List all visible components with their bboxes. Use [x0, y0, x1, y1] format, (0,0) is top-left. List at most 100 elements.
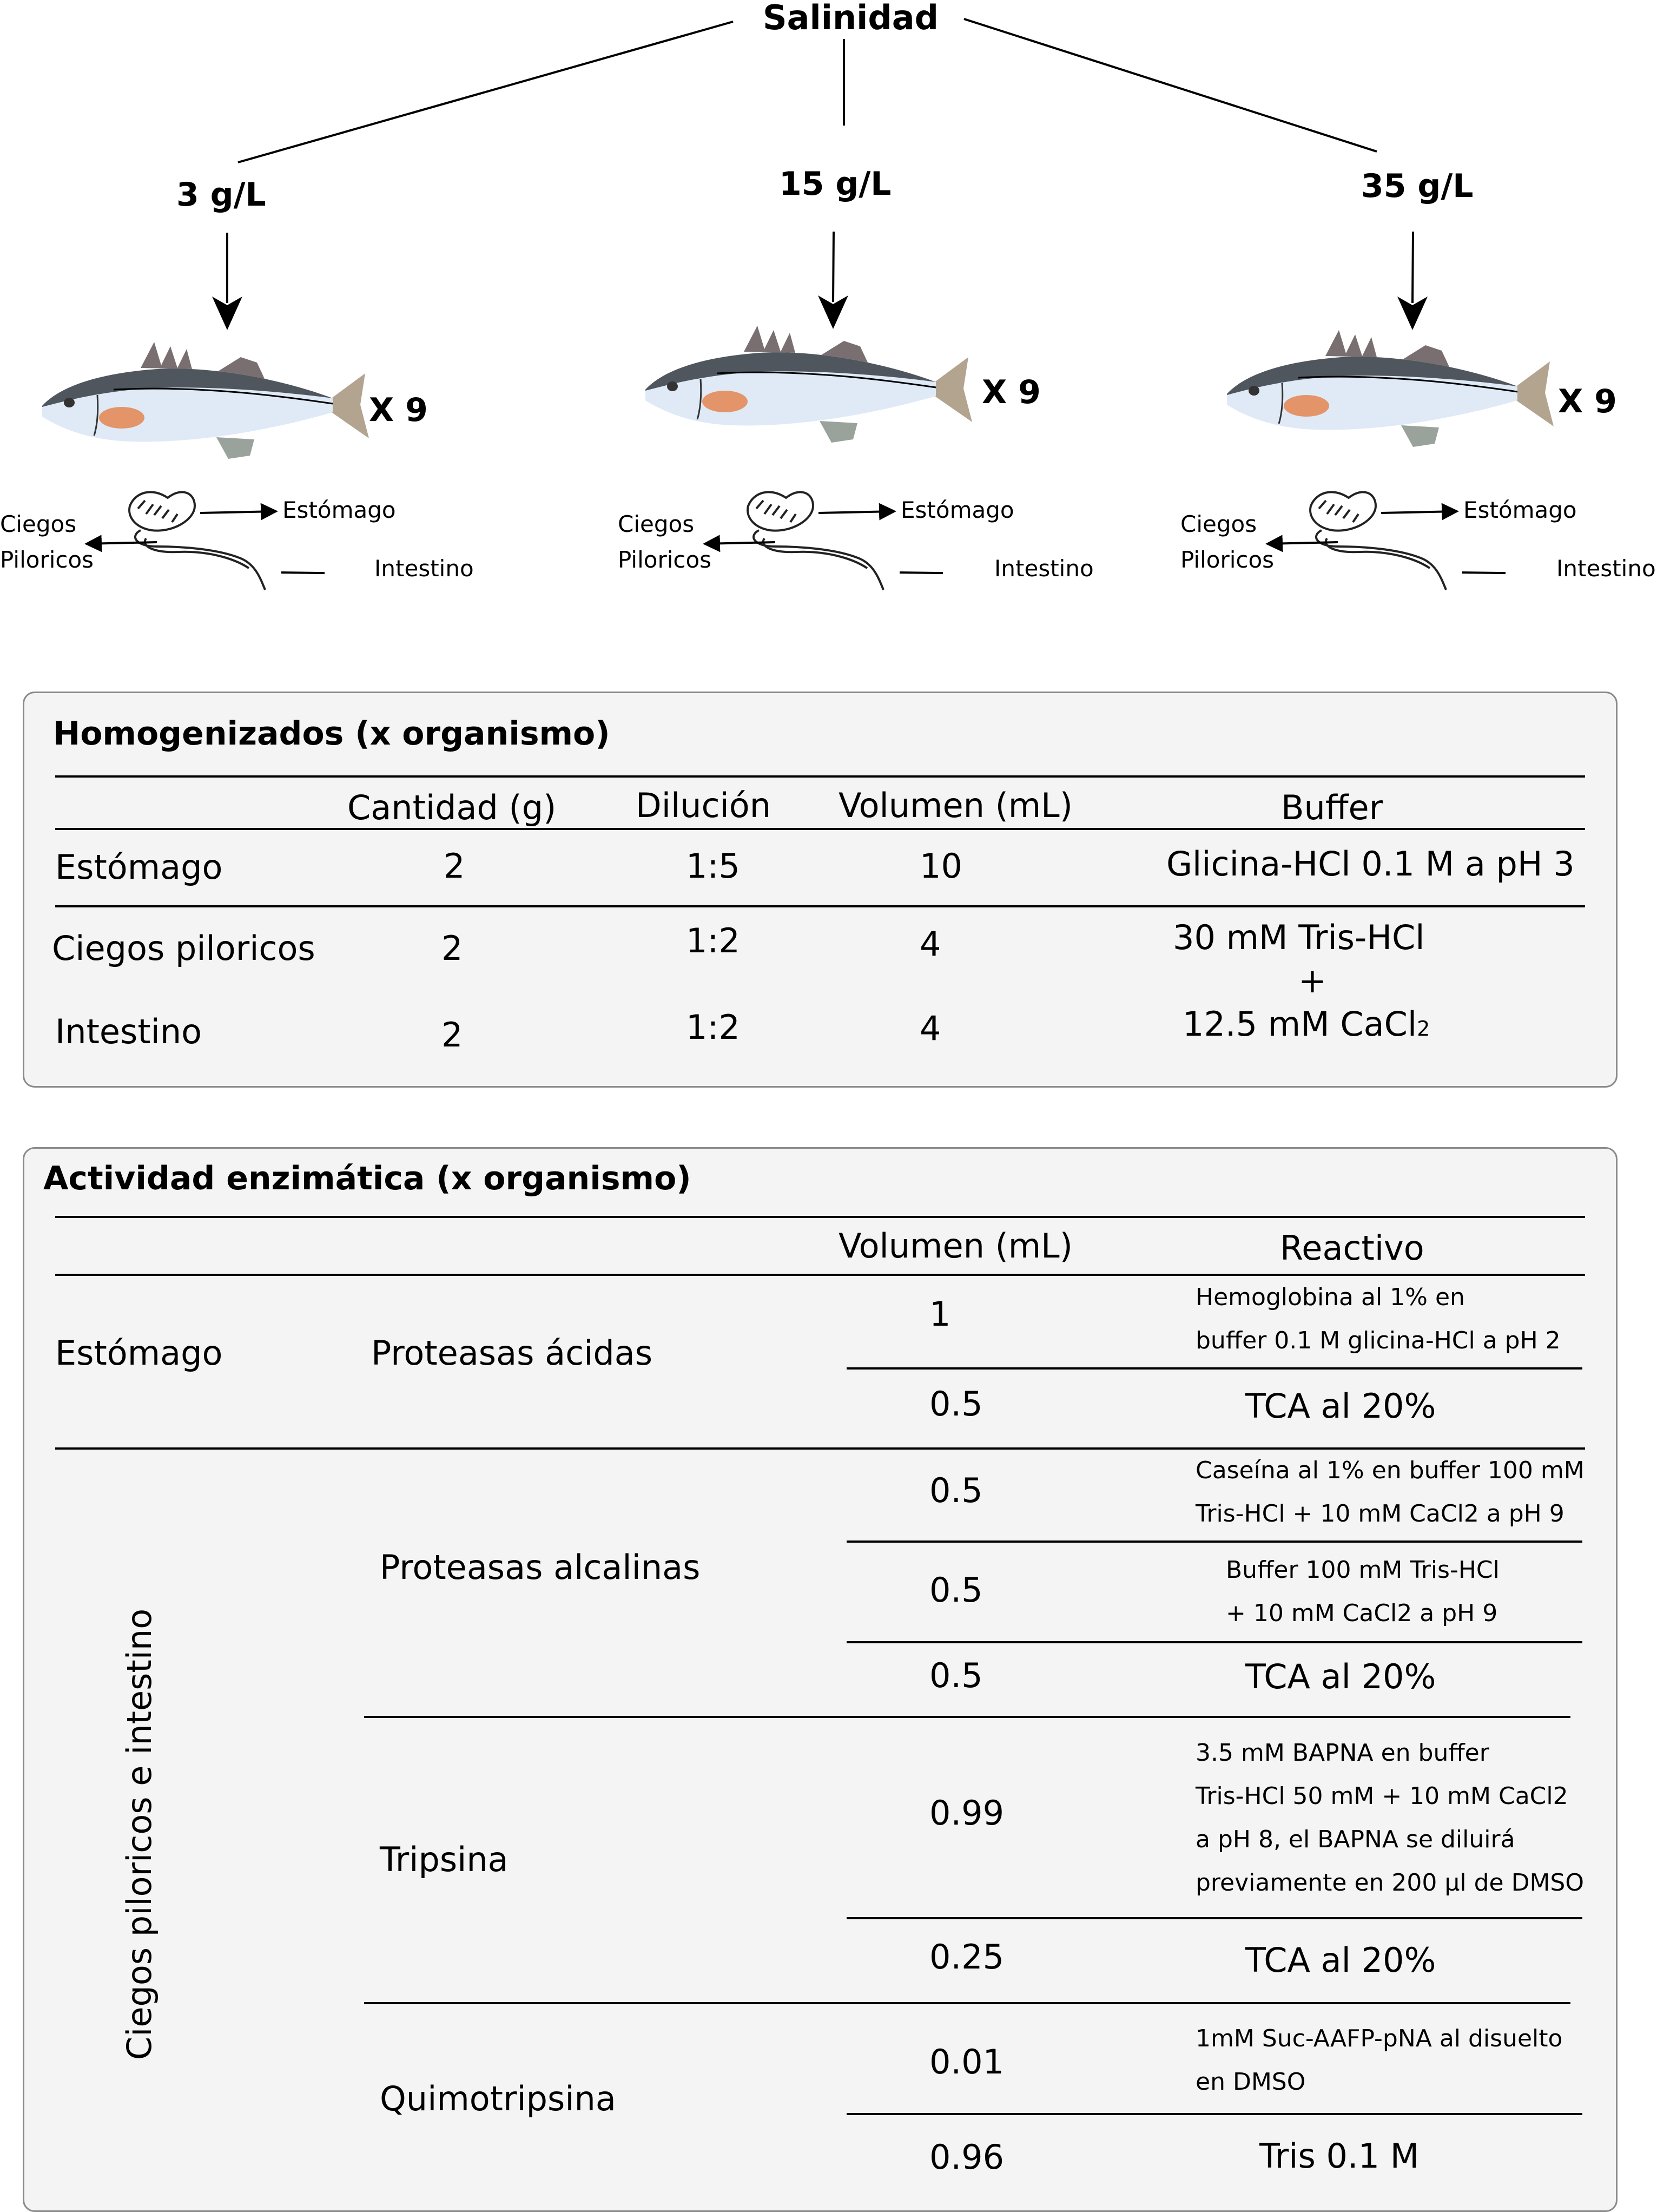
arrow-shaft-15	[832, 231, 835, 302]
shared-buffer-line: 30 mM Tris-HCl	[1173, 918, 1425, 957]
reagent-line: Hemoglobina al 1% en	[1196, 1283, 1465, 1311]
step-volume: 0.5	[929, 1656, 983, 1695]
reagent-line: 3.5 mM BAPNA en buffer	[1196, 1739, 1489, 1767]
table-rule	[847, 1367, 1582, 1370]
arrow-head-3	[212, 297, 242, 330]
reagent-line: en DMSO	[1196, 2068, 1306, 2096]
stomach-label: Estómago	[1463, 497, 1577, 523]
tree-branch-left	[237, 21, 734, 163]
table-rule	[55, 1447, 1585, 1450]
stomach-label: Estómago	[901, 497, 1014, 523]
reagent-line: 1mM Suc-AAFP-pNA al disuelto	[1196, 2025, 1563, 2052]
reagent-line: buffer 0.1 M glicina-HCl a pH 2	[1196, 1327, 1561, 1354]
pyloric-label: Piloricos	[618, 547, 712, 573]
stomach-label: Estómago	[282, 497, 396, 523]
column-header: Volumen (mL)	[839, 1226, 1073, 1266]
pyloric-label: Ciegos	[618, 511, 695, 537]
row-organ: Estómago	[55, 847, 223, 887]
subscript: 2	[1417, 1017, 1430, 1041]
table-rule	[55, 775, 1585, 778]
salinity-tree-connectors	[212, 18, 1428, 330]
reagent-line: Tris-HCl + 10 mM CaCl2 a pH 9	[1196, 1500, 1564, 1528]
step-volume: 0.99	[929, 1793, 1005, 1833]
pyloric-label: Piloricos	[1180, 547, 1275, 573]
pyloric-label: Piloricos	[0, 547, 94, 573]
salinity-3-label: 3 g/L	[176, 176, 266, 214]
arrow-head-15	[818, 295, 848, 329]
intestine-label: Intestino	[994, 555, 1094, 582]
digestive-tract-diagram	[1265, 491, 1506, 590]
table-rule	[55, 828, 1585, 830]
row-volume: 4	[920, 1009, 941, 1048]
enzyme-name: Proteasas alcalinas	[380, 1548, 701, 1587]
tree-branch-right	[963, 18, 1377, 153]
row-organ: Intestino	[55, 1012, 202, 1051]
homogenates-panel	[23, 692, 1618, 1088]
table-rule	[55, 905, 1585, 907]
fish-icon	[645, 326, 972, 443]
reagent-line: Caseína al 1% en buffer 100 mM	[1196, 1457, 1585, 1484]
row-amount: 2	[441, 1015, 463, 1055]
column-header: Cantidad (g)	[347, 788, 557, 827]
reagent-line: Tris-HCl 50 mM + 10 mM CaCl2	[1196, 1782, 1568, 1810]
table-rule	[55, 1216, 1585, 1218]
table-rule	[847, 1641, 1582, 1643]
pyloric-intestine-organ: Ciegos piloricos e intestino	[120, 1608, 159, 2060]
shared-buffer-line: 12.5 mM CaCl2	[1183, 1008, 1430, 1041]
arrow-shaft-35	[1411, 231, 1414, 304]
intestine-label: Intestino	[1556, 555, 1656, 582]
step-volume: 0.96	[929, 2137, 1005, 2177]
fish-illustration	[42, 342, 369, 459]
intestine-label: Intestino	[374, 555, 474, 582]
homogenates-title: Homogenizados (x organismo)	[53, 715, 610, 753]
fish-icon	[42, 342, 369, 459]
salinity-15-label: 15 g/L	[779, 165, 892, 203]
row-amount: 2	[444, 846, 465, 886]
table-rule	[847, 1917, 1582, 1919]
row-volume: 10	[920, 846, 962, 886]
enzyme-name: Proteasas ácidas	[371, 1333, 653, 1373]
replicates-label-3: X 9	[369, 391, 428, 429]
row-dilution: 1:5	[686, 846, 740, 886]
fish-illustration	[1227, 330, 1554, 447]
enzyme-name: Quimotripsina	[380, 2079, 616, 2118]
row-organ: Ciegos piloricos	[52, 929, 315, 968]
table-rule	[847, 2113, 1582, 2115]
digestive-tract-diagram	[84, 491, 325, 590]
row-volume: 4	[920, 924, 941, 964]
step-volume: 0.25	[929, 1937, 1005, 1977]
reagent-line: Tris 0.1 M	[1259, 2136, 1420, 2176]
column-header: Dilución	[636, 786, 771, 825]
shared-buffer-text: 12.5 mM CaCl	[1183, 1004, 1417, 1044]
table-rule	[364, 2002, 1570, 2004]
pyloric-label: Ciegos	[1180, 511, 1257, 537]
shared-buffer-line: +	[1298, 961, 1326, 1000]
salinity-root-label: Salinidad	[763, 0, 939, 37]
reagent-line: previamente en 200 µl de DMSO	[1196, 1869, 1584, 1897]
reagent-line: TCA al 20%	[1245, 1940, 1436, 1980]
step-volume: 1	[929, 1294, 951, 1334]
row-dilution: 1:2	[686, 921, 740, 960]
step-volume: 0.01	[929, 2042, 1005, 2082]
table-rule	[364, 1716, 1570, 1718]
fish-icon	[1227, 330, 1554, 447]
step-volume: 0.5	[929, 1570, 983, 1610]
salinity-35-label: 35 g/L	[1361, 167, 1474, 205]
digestive-tract-diagram	[703, 491, 943, 590]
reagent-line: + 10 mM CaCl2 a pH 9	[1226, 1599, 1498, 1627]
column-header: Buffer	[1281, 788, 1383, 827]
reagent-line: TCA al 20%	[1245, 1386, 1436, 1426]
row-buffer: Glicina-HCl 0.1 M a pH 3	[1166, 844, 1575, 884]
table-rule	[847, 1541, 1582, 1543]
enzyme-name: Tripsina	[380, 1840, 509, 1879]
stomach-organ: Estómago	[55, 1333, 223, 1373]
row-dilution: 1:2	[686, 1008, 740, 1047]
activity-panel	[23, 1147, 1618, 2212]
replicates-label-35: X 9	[1558, 383, 1617, 420]
reagent-line: TCA al 20%	[1245, 1657, 1436, 1696]
replicates-label-15: X 9	[982, 373, 1041, 411]
activity-title: Actividad enzimática (x organismo)	[43, 1160, 691, 1197]
arrow-head-35	[1397, 297, 1428, 330]
row-amount: 2	[441, 929, 463, 968]
